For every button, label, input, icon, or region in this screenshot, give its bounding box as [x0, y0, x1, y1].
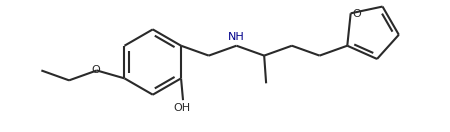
Text: O: O — [91, 65, 100, 76]
Text: O: O — [353, 9, 361, 19]
Text: NH: NH — [228, 32, 245, 42]
Text: OH: OH — [173, 103, 191, 113]
